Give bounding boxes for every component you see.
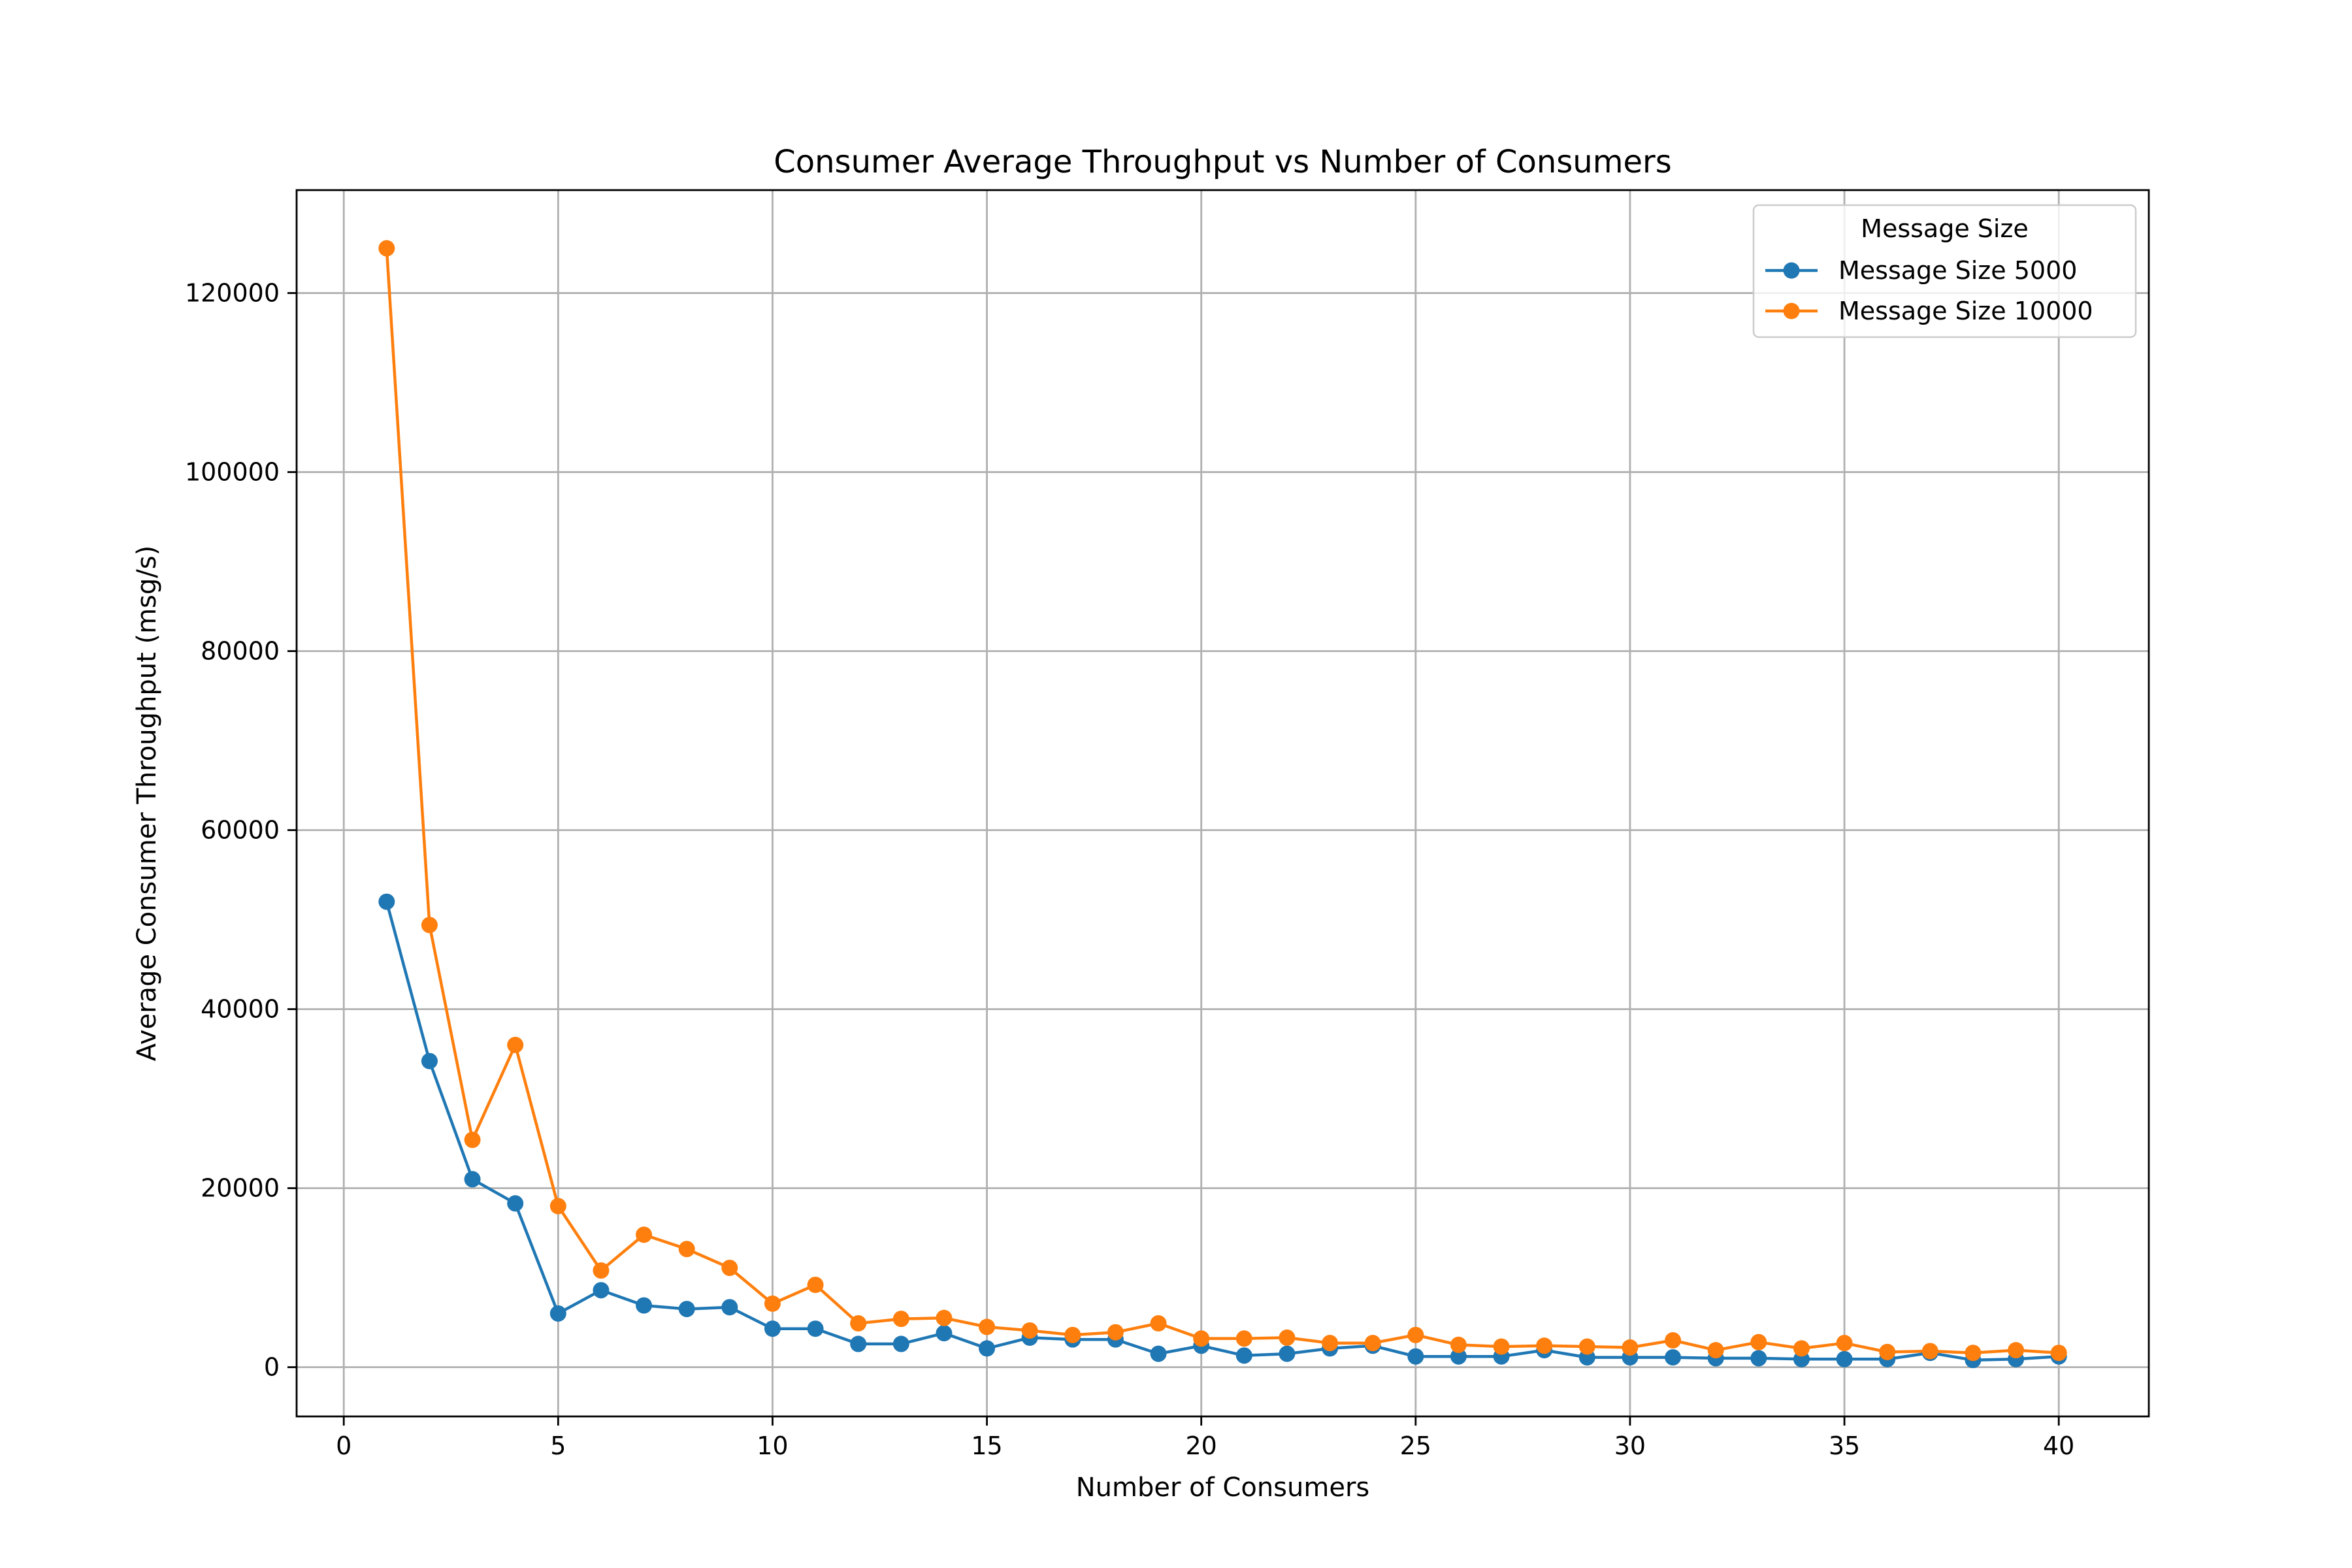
data-point bbox=[764, 1295, 781, 1312]
y-tick-label: 40000 bbox=[201, 995, 280, 1024]
data-point bbox=[850, 1315, 867, 1332]
data-point bbox=[1150, 1315, 1167, 1332]
data-point bbox=[1750, 1333, 1767, 1350]
data-point bbox=[1064, 1326, 1081, 1343]
data-point bbox=[1536, 1337, 1553, 1354]
data-point bbox=[378, 893, 395, 910]
data-point bbox=[507, 1195, 524, 1212]
data-point bbox=[1793, 1340, 1810, 1357]
data-point bbox=[1407, 1326, 1424, 1343]
data-point bbox=[1493, 1338, 1510, 1355]
data-point bbox=[721, 1299, 738, 1316]
y-tick-label: 20000 bbox=[201, 1174, 280, 1203]
data-point bbox=[1707, 1342, 1724, 1359]
data-point bbox=[979, 1318, 996, 1335]
data-point bbox=[593, 1282, 610, 1299]
y-tick-label: 100000 bbox=[185, 458, 280, 487]
data-point bbox=[892, 1311, 909, 1328]
data-point bbox=[764, 1320, 781, 1337]
data-point bbox=[678, 1241, 695, 1258]
data-point bbox=[507, 1036, 524, 1053]
data-point bbox=[636, 1226, 653, 1243]
axis-ticks: 0 5 10 15 20 25 30 35 40 0 20000 40000 60000 80000 100… bbox=[185, 279, 2074, 1460]
x-tick-label: 40 bbox=[2043, 1431, 2074, 1460]
y-tick-label: 120000 bbox=[185, 279, 280, 308]
data-point bbox=[1665, 1349, 1682, 1366]
legend-entry-2: Message Size 10000 bbox=[1765, 297, 2093, 325]
grid bbox=[297, 190, 2149, 1416]
series-layer bbox=[378, 240, 2067, 1369]
data-point bbox=[1578, 1338, 1595, 1355]
plot-frame bbox=[295, 189, 2150, 1418]
data-point bbox=[936, 1309, 953, 1326]
x-tick-label: 30 bbox=[1614, 1431, 1646, 1460]
data-point bbox=[1150, 1345, 1167, 1362]
legend-label: Message Size 5000 bbox=[1838, 256, 2077, 285]
y-tick-label: 60000 bbox=[201, 816, 280, 845]
series-2 bbox=[378, 240, 2067, 1362]
data-point bbox=[1836, 1335, 1853, 1352]
x-tick-label: 15 bbox=[971, 1431, 1002, 1460]
data-point bbox=[1450, 1348, 1467, 1365]
legend: Message Size Message Size 5000 Message Si… bbox=[1752, 204, 2137, 338]
legend-label: Message Size 10000 bbox=[1838, 297, 2093, 325]
data-point bbox=[593, 1262, 610, 1279]
data-point bbox=[1407, 1348, 1424, 1365]
data-point bbox=[1750, 1350, 1767, 1367]
data-point bbox=[421, 1053, 438, 1070]
data-point bbox=[1193, 1330, 1210, 1347]
data-point bbox=[892, 1335, 909, 1352]
data-point bbox=[678, 1301, 695, 1318]
data-point bbox=[464, 1171, 481, 1188]
series-line bbox=[385, 248, 2059, 1354]
y-axis-label: Average Consumer Throughput (msg/s) bbox=[132, 546, 162, 1061]
chart-title: Consumer Average Throughput vs Number of… bbox=[774, 144, 1672, 180]
legend-box bbox=[1752, 204, 2137, 338]
x-tick-label: 10 bbox=[757, 1431, 788, 1460]
data-point bbox=[807, 1320, 824, 1337]
x-tick-label: 25 bbox=[1400, 1431, 1431, 1460]
data-point bbox=[1622, 1339, 1639, 1356]
data-point bbox=[1965, 1345, 1982, 1362]
y-tick-label: 0 bbox=[264, 1353, 280, 1382]
data-point bbox=[1021, 1322, 1038, 1339]
x-axis-label: Number of Consumers bbox=[1076, 1473, 1369, 1503]
y-tick-label: 80000 bbox=[201, 637, 280, 666]
data-point bbox=[549, 1198, 566, 1215]
data-point bbox=[1107, 1324, 1124, 1341]
data-point bbox=[1322, 1335, 1339, 1352]
data-point bbox=[421, 917, 438, 934]
data-point bbox=[1235, 1347, 1252, 1364]
data-point bbox=[636, 1297, 653, 1314]
data-point bbox=[721, 1260, 738, 1277]
data-point bbox=[1279, 1345, 1296, 1362]
legend-marker bbox=[1783, 262, 1800, 279]
data-point bbox=[1279, 1329, 1296, 1346]
legend-title: Message Size bbox=[1861, 214, 2029, 243]
data-point bbox=[464, 1132, 481, 1149]
data-point bbox=[1879, 1343, 1896, 1360]
data-point bbox=[1665, 1332, 1682, 1349]
x-tick-label: 0 bbox=[336, 1431, 351, 1460]
data-point bbox=[378, 240, 395, 257]
data-point bbox=[936, 1325, 953, 1342]
x-tick-label: 35 bbox=[1829, 1431, 1860, 1460]
data-point bbox=[1921, 1343, 1938, 1360]
data-point bbox=[1235, 1330, 1252, 1347]
data-point bbox=[850, 1335, 867, 1352]
data-point bbox=[2008, 1342, 2025, 1359]
data-point bbox=[549, 1305, 566, 1322]
data-point bbox=[1836, 1350, 1853, 1367]
data-point bbox=[1450, 1336, 1467, 1353]
x-tick-label: 20 bbox=[1186, 1431, 1217, 1460]
legend-entry-1: Message Size 5000 bbox=[1765, 256, 2077, 285]
data-point bbox=[979, 1340, 996, 1357]
legend-marker bbox=[1783, 302, 1800, 319]
x-tick-label: 5 bbox=[550, 1431, 566, 1460]
data-point bbox=[2050, 1345, 2067, 1362]
data-point bbox=[1364, 1335, 1381, 1352]
data-point bbox=[807, 1277, 824, 1294]
series-line bbox=[385, 901, 2059, 1362]
